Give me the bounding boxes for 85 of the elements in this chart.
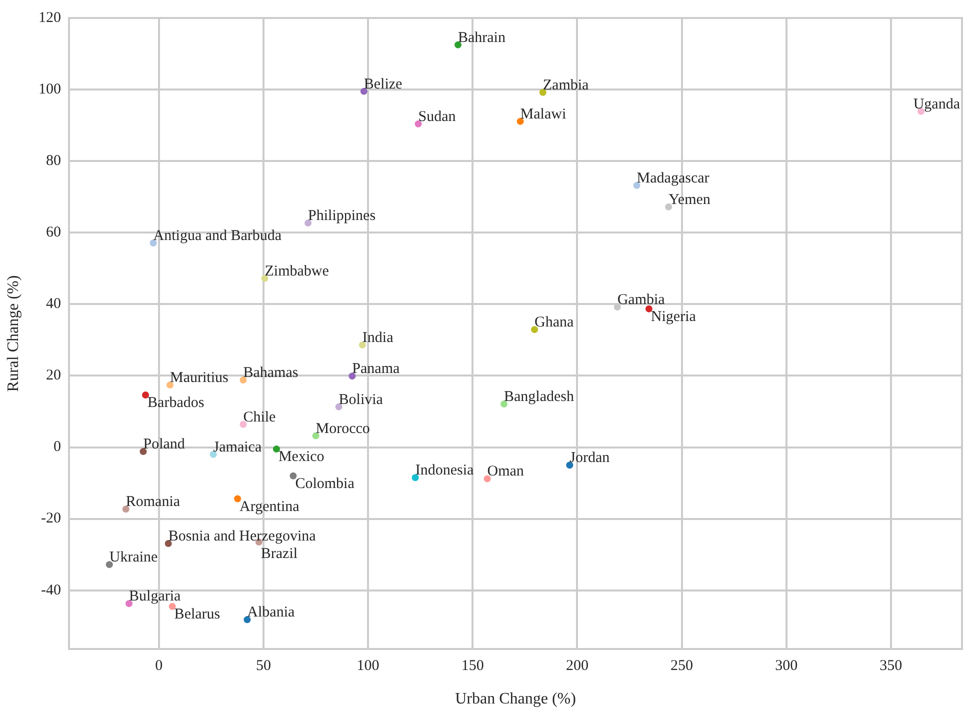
series-label: Belarus xyxy=(174,606,220,622)
series-label: Zambia xyxy=(542,77,590,94)
y-tick-label: 0 xyxy=(54,439,61,456)
series-label: Chile xyxy=(243,409,276,426)
series-label: Antigua and Barbuda xyxy=(153,228,282,244)
series-label: Jordan xyxy=(570,450,610,466)
series-label: Bahrain xyxy=(458,30,506,46)
series-label: Romania xyxy=(126,494,180,510)
point xyxy=(358,341,366,348)
point xyxy=(414,120,422,128)
y-tick-label: 100 xyxy=(38,81,61,98)
point xyxy=(290,472,297,480)
point xyxy=(234,495,242,502)
point xyxy=(566,462,574,469)
series-label: Panama xyxy=(352,361,400,378)
point xyxy=(645,305,652,312)
series-label: Argentina xyxy=(240,498,300,515)
series-label: Gambia xyxy=(617,292,666,308)
point xyxy=(516,118,524,125)
x-tick-label: 50 xyxy=(256,658,271,674)
x-tick-label: 300 xyxy=(775,658,798,674)
point xyxy=(360,88,368,95)
series-label: Yemen xyxy=(668,192,711,208)
y-axis-title: Rural Change (%) xyxy=(4,275,22,392)
x-tick-label: 100 xyxy=(356,658,380,674)
x-tick-label: 0 xyxy=(155,658,163,674)
series-label: Colombia xyxy=(295,476,355,492)
point xyxy=(106,561,113,568)
x-tick-label: 150 xyxy=(461,658,484,674)
series-label: Brazil xyxy=(260,546,298,562)
y-tick-label: 80 xyxy=(46,153,61,170)
series-label: India xyxy=(362,330,394,346)
x-axis-title: Urban Change (%) xyxy=(455,690,576,708)
series-label: Bangladesh xyxy=(504,388,574,405)
point xyxy=(348,372,356,380)
series-label: Madagascar xyxy=(636,170,710,186)
y-tick-label: 60 xyxy=(46,224,61,241)
point xyxy=(335,403,342,410)
point xyxy=(531,326,538,334)
series-label: Morocco xyxy=(316,420,370,437)
point xyxy=(166,382,174,389)
series-label: Poland xyxy=(143,436,186,453)
series-label: Belize xyxy=(364,76,403,92)
y-tick-label: -20 xyxy=(41,510,61,527)
point xyxy=(142,392,150,399)
point xyxy=(454,41,462,48)
series-label: Malawi xyxy=(520,106,566,122)
series-label: Bolivia xyxy=(338,392,384,408)
point xyxy=(122,506,130,513)
point xyxy=(164,540,172,547)
series-label: Bahamas xyxy=(243,365,298,381)
point xyxy=(210,450,217,458)
point xyxy=(484,475,491,482)
x-tick-label: 250 xyxy=(670,658,694,674)
point xyxy=(240,376,247,384)
series-label: Zimbabwe xyxy=(264,263,330,280)
y-tick-label: -40 xyxy=(41,582,61,598)
point xyxy=(240,420,247,428)
point xyxy=(412,474,419,482)
x-tick-label: 350 xyxy=(880,658,902,674)
series-label: Ghana xyxy=(534,314,574,331)
series-label: Bosnia and Herzegovina xyxy=(168,528,316,544)
series-label: Bulgaria xyxy=(129,588,182,605)
y-tick-label: 20 xyxy=(46,368,61,384)
point xyxy=(244,616,251,624)
series-label: Philippines xyxy=(308,208,376,224)
series-label: Nigeria xyxy=(650,308,696,325)
series-label: Sudan xyxy=(418,108,456,125)
series-label: Barbados xyxy=(148,395,204,412)
point xyxy=(539,88,546,96)
series-label: Mexico xyxy=(278,449,324,466)
series-label: Albania xyxy=(247,604,296,621)
series-label: Uganda xyxy=(913,96,960,112)
series-label: Ukraine xyxy=(109,550,158,566)
point xyxy=(261,274,268,282)
point xyxy=(140,448,147,456)
y-tick-label: 120 xyxy=(38,10,61,26)
y-tick-label: 40 xyxy=(46,296,61,312)
series-label: Indonesia xyxy=(415,462,474,479)
x-tick-label: 200 xyxy=(566,658,588,674)
point xyxy=(312,432,320,440)
series-label: Mauritius xyxy=(170,370,229,386)
series-label: Oman xyxy=(487,464,524,480)
series-label: Jamaica xyxy=(213,439,262,456)
point xyxy=(272,446,280,453)
